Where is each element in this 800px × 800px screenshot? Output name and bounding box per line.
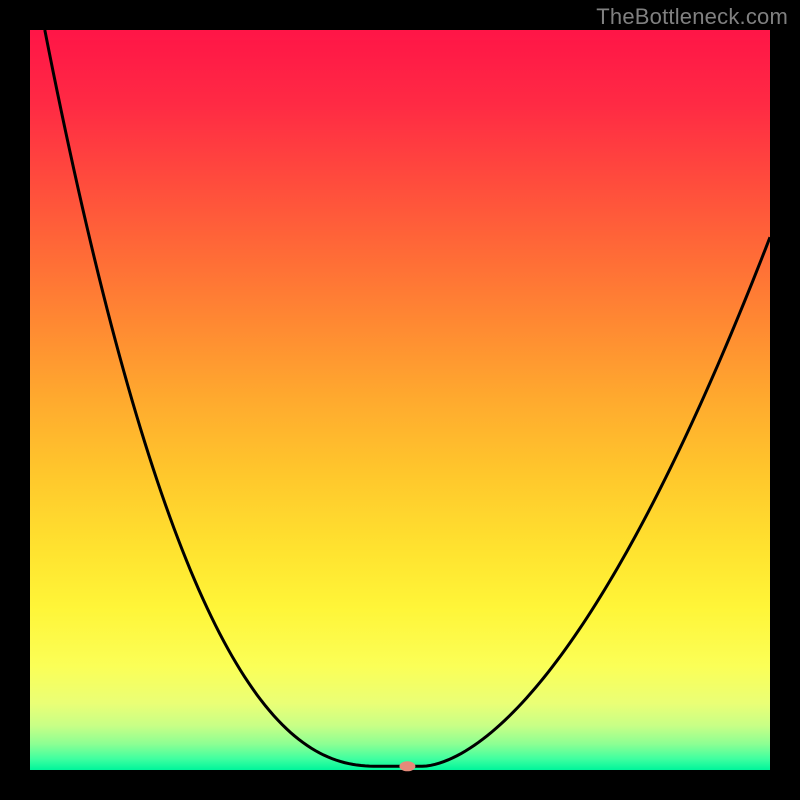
plot-background [30,30,770,770]
watermark-text: TheBottleneck.com [596,4,788,30]
optimum-marker [399,761,415,771]
chart-svg [0,0,800,800]
chart-stage: TheBottleneck.com [0,0,800,800]
